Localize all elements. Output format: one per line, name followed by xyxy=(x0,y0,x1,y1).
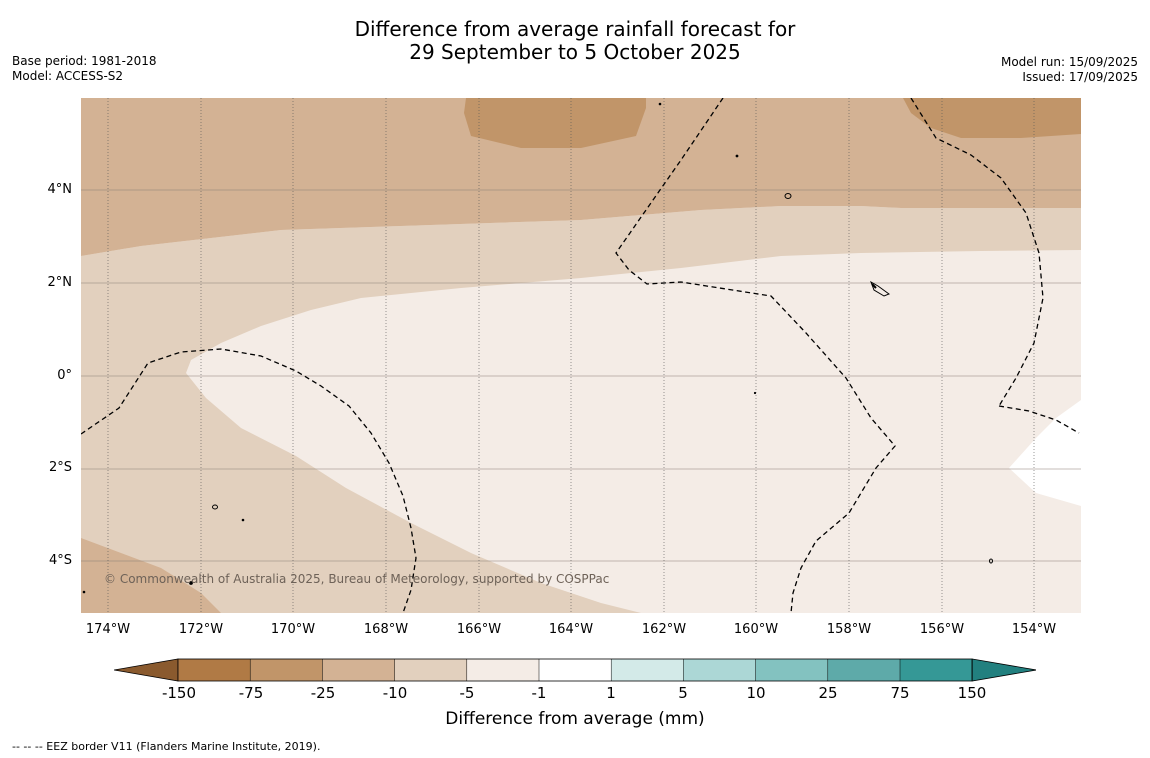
lat-label-2s: 2°S xyxy=(48,460,72,475)
colorbar-tick-label: -1 xyxy=(531,684,547,702)
colorbar-segment xyxy=(178,659,251,681)
colorbar-extend-low xyxy=(114,658,179,682)
lat-label-0: 0° xyxy=(57,368,72,383)
graticule xyxy=(81,189,1081,562)
colorbar-tick-label: -75 xyxy=(238,684,264,702)
colorbar xyxy=(114,658,1036,682)
colorbar-segment xyxy=(466,659,540,681)
colorbar-tick-label: 5 xyxy=(678,684,688,702)
colorbar-segment xyxy=(539,659,612,681)
lon-label-170w: 170°W xyxy=(270,622,316,637)
colorbar-title: Difference from average (mm) xyxy=(445,709,705,729)
meridians xyxy=(107,98,1035,613)
colorbar-tick-label: -150 xyxy=(161,684,197,702)
band-minus75-b xyxy=(903,98,1081,138)
model-name: Model: ACCESS-S2 xyxy=(12,69,124,83)
colorbar-tick-label: 1 xyxy=(606,684,616,702)
eez-border-central xyxy=(615,98,896,613)
rainfall-map xyxy=(81,98,1081,613)
band-minus25-north xyxy=(81,98,1081,256)
lon-label-172w: 172°W xyxy=(178,622,224,637)
band-minus25-south xyxy=(81,538,221,613)
lon-label-156w: 156°W xyxy=(919,622,965,637)
colorbar-segment xyxy=(900,659,973,681)
colorbar-segment xyxy=(250,659,323,681)
colorbar-segment xyxy=(827,659,901,681)
band-neutral-white xyxy=(1009,400,1081,506)
colorbar-segment xyxy=(322,659,396,681)
title-line-2: 29 September to 5 October 2025 xyxy=(409,40,741,64)
copyright-notice: © Commonwealth of Australia 2025, Bureau… xyxy=(104,572,610,586)
colorbar-segment xyxy=(755,659,829,681)
eez-border-west xyxy=(81,348,417,613)
lon-label-160w: 160°W xyxy=(733,622,779,637)
colorbar-segment xyxy=(683,659,757,681)
islands xyxy=(82,102,993,594)
colorbar-extend-high xyxy=(971,658,1036,682)
colorbar-segment xyxy=(394,659,468,681)
colorbar-segments xyxy=(114,658,1036,682)
lon-label-164w: 164°W xyxy=(548,622,594,637)
eez-borders xyxy=(81,98,1080,613)
map-title: Difference from average rainfall forecas… xyxy=(0,18,1150,64)
lat-label-4s: 4°S xyxy=(48,553,72,568)
colorbar-segment xyxy=(611,659,684,681)
lat-label-2n: 2°N xyxy=(47,275,73,290)
eez-border-east-lower xyxy=(998,405,1080,434)
lon-label-158w: 158°W xyxy=(826,622,872,637)
meta-left: Base period: 1981-2018 Model: ACCESS-S2 xyxy=(12,54,157,84)
eez-footnote: -- -- -- EEZ border V11 (Flanders Marine… xyxy=(12,740,321,753)
model-run: Model run: 15/09/2025 xyxy=(1000,55,1138,69)
band-minus10 xyxy=(81,206,1081,613)
title-line-1: Difference from average rainfall forecas… xyxy=(354,17,796,41)
colorbar-tick-label: 75 xyxy=(890,684,910,702)
base-period: Base period: 1981-2018 xyxy=(12,54,157,68)
colorbar-frame xyxy=(177,658,973,682)
lat-label-4n: 4°N xyxy=(47,182,73,197)
meta-right: Model run: 15/09/2025 Issued: 17/09/2025 xyxy=(1001,55,1138,85)
colorbar-tick-label: -5 xyxy=(459,684,475,702)
colorbar-tick-label: 10 xyxy=(746,684,766,702)
issued-date: Issued: 17/09/2025 xyxy=(1022,70,1138,84)
lon-label-174w: 174°W xyxy=(85,622,131,637)
eez-border-east xyxy=(910,98,1044,407)
colorbar-tick-label: -25 xyxy=(310,684,336,702)
colorbar-tick-label: 150 xyxy=(957,684,987,702)
band-minus75-a xyxy=(464,98,646,148)
lon-label-154w: 154°W xyxy=(1011,622,1057,637)
lon-label-162w: 162°W xyxy=(641,622,687,637)
colorbar-tick-label: 25 xyxy=(818,684,838,702)
lon-label-168w: 168°W xyxy=(363,622,409,637)
lon-label-166w: 166°W xyxy=(456,622,502,637)
colorbar-tick-label: -10 xyxy=(382,684,408,702)
